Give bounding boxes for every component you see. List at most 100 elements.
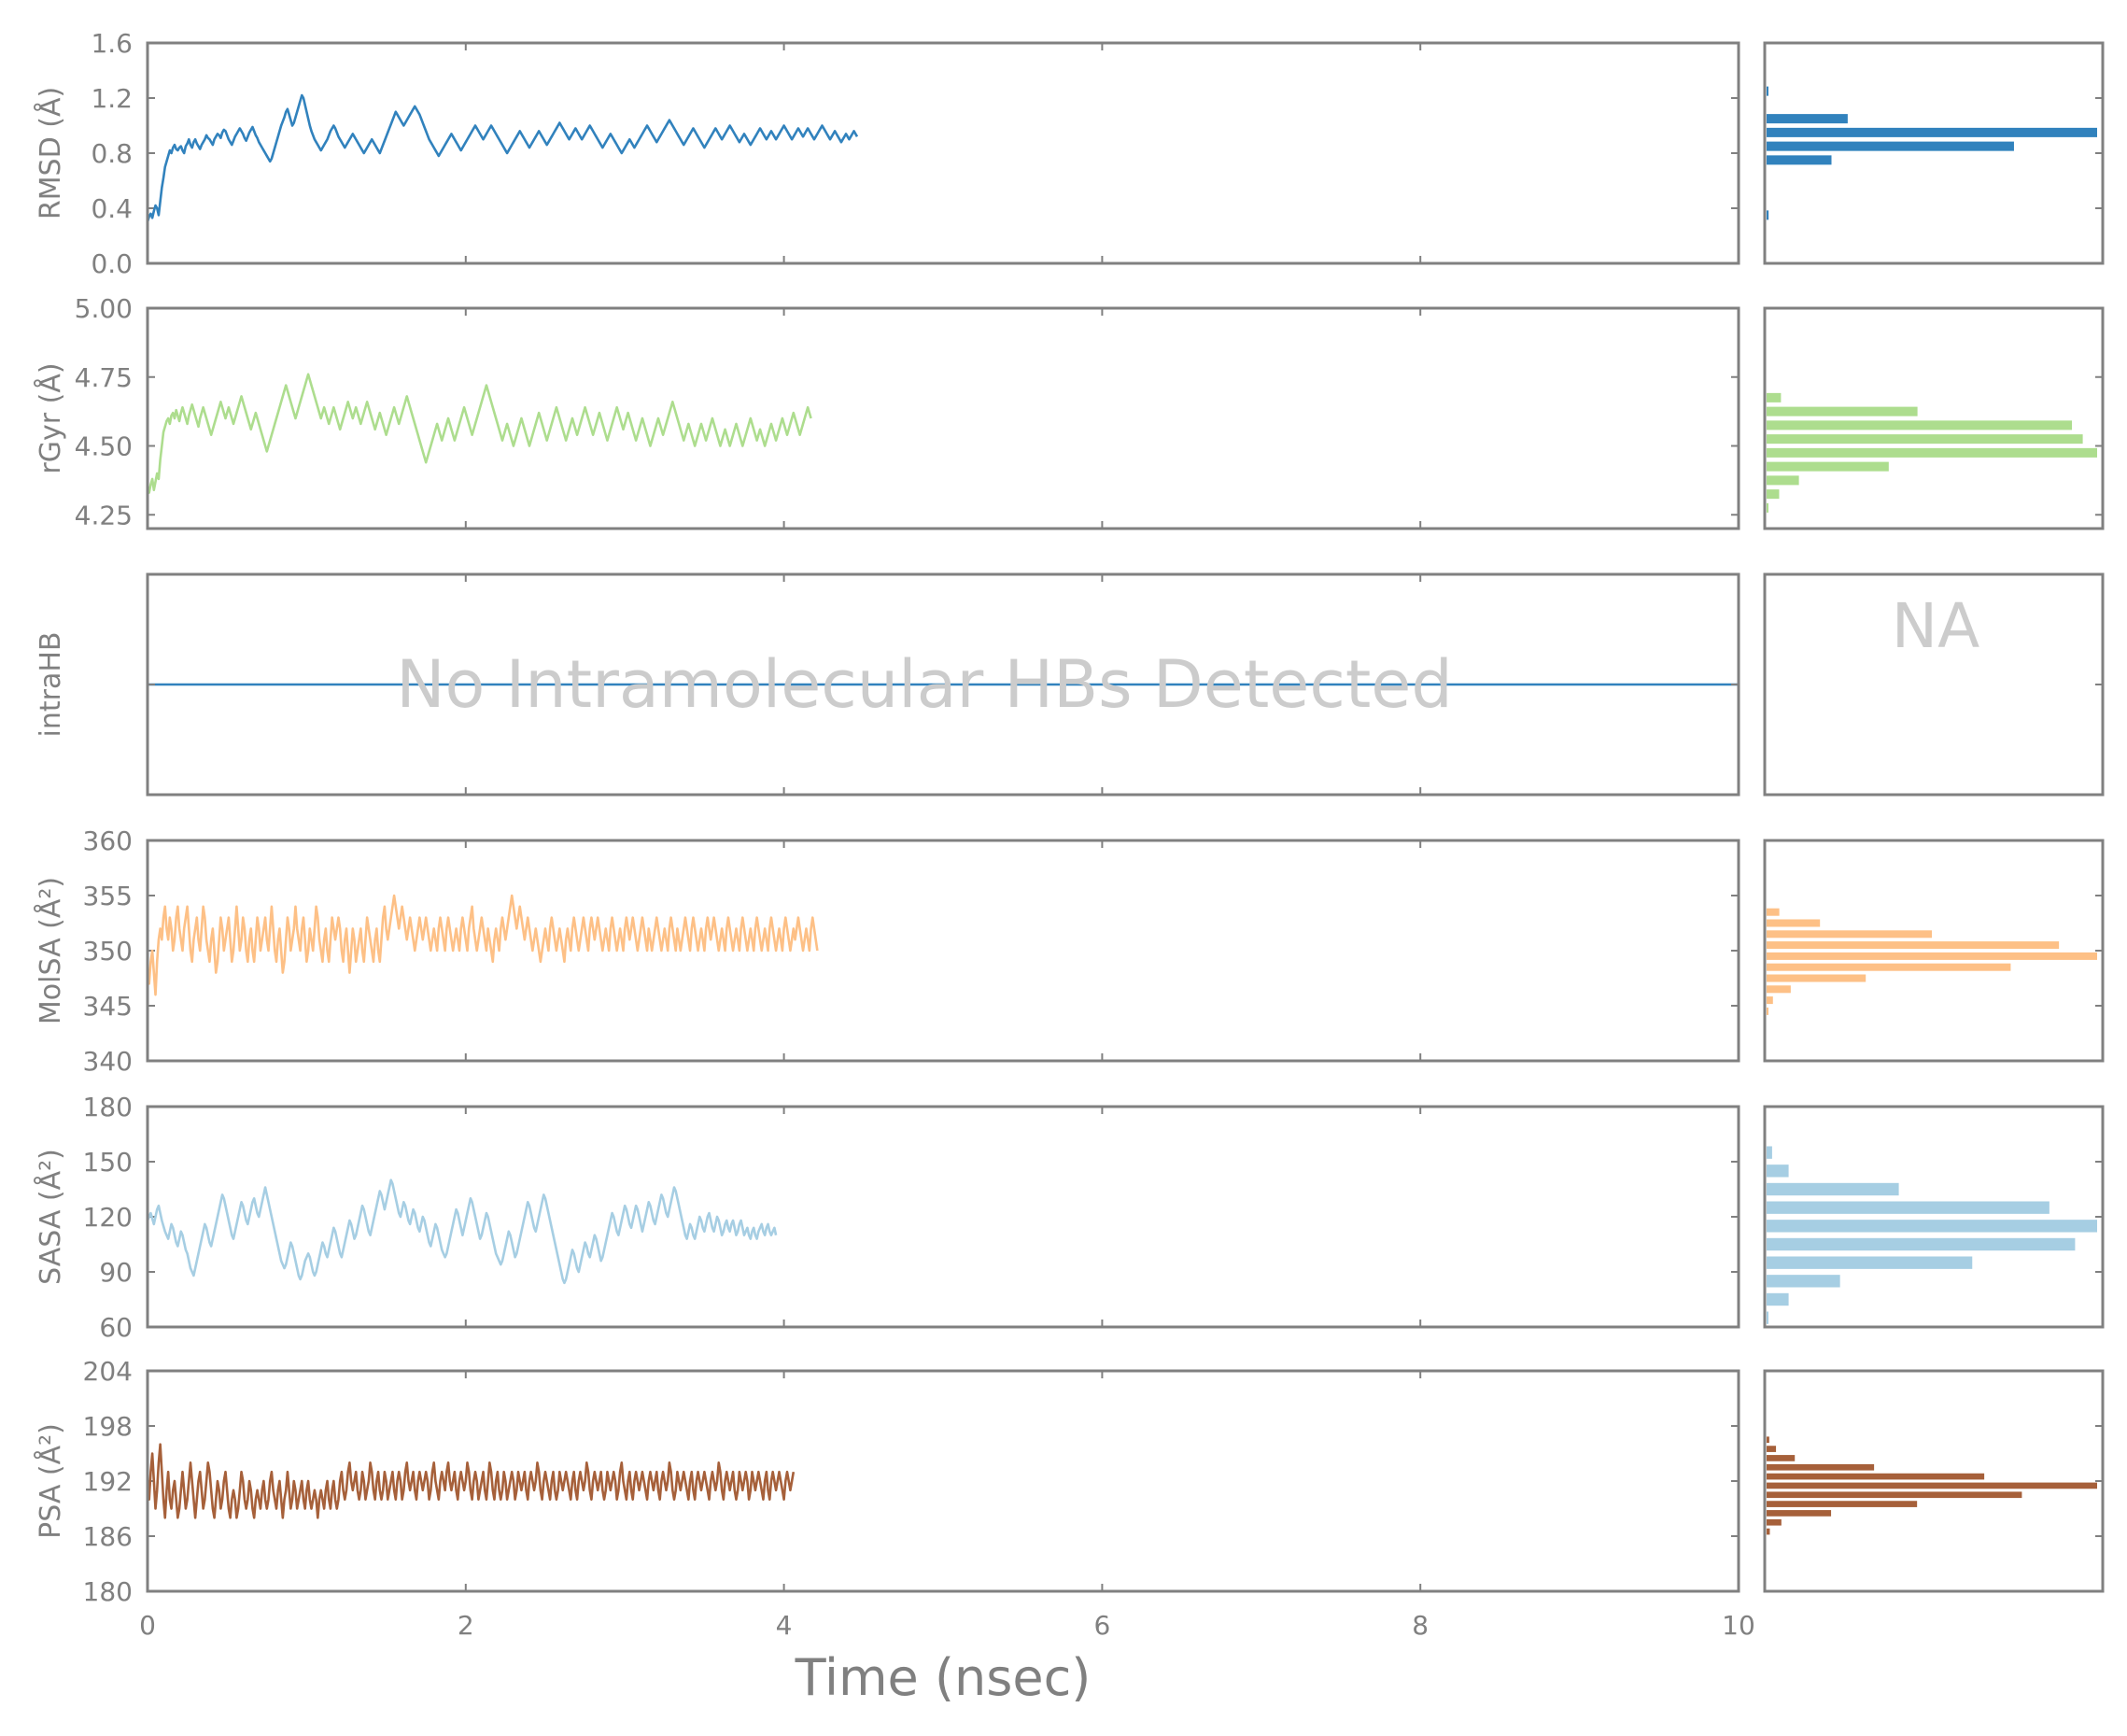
y-tick-label: 4.25: [75, 500, 133, 530]
plot-frame: [146, 1369, 1740, 1593]
y-tick-label: 4.75: [75, 362, 133, 393]
histogram-bar: [1767, 1007, 1768, 1015]
histogram-bar: [1767, 1275, 1840, 1288]
y-tick-label: 345: [83, 991, 133, 1022]
x-tick-label: 0: [139, 1610, 156, 1641]
histogram-bar: [1767, 1256, 1973, 1269]
plot-frame: [146, 306, 1740, 530]
y-tick-label: 204: [83, 1356, 133, 1387]
histogram-bar: [1767, 392, 1782, 402]
histogram-bar: [1767, 930, 1932, 939]
histogram-bar: [1767, 1482, 2097, 1489]
histogram-bar: [1767, 1436, 1769, 1444]
histogram-bar: [1767, 447, 2097, 458]
histogram-bar: [1767, 127, 2097, 137]
histogram-bar: [1767, 1292, 1789, 1306]
histogram-bar: [1767, 1146, 1772, 1159]
histogram-bar: [1767, 974, 1866, 982]
series-line: [146, 93, 859, 223]
histogram-frame: [1763, 839, 2105, 1063]
y-tick-label: 0.0: [91, 248, 133, 279]
x-tick-label: 10: [1722, 1610, 1755, 1641]
panel-0: 0.0 0.4 0.8 1.2 1.6 RMSD (Å): [34, 28, 2105, 279]
y-axis-label: MolSA (Å²): [34, 877, 67, 1024]
histogram-bar: [1767, 420, 2073, 430]
histogram-bar: [1767, 461, 1889, 472]
histogram-bar: [1767, 1473, 1985, 1480]
histogram-bar: [1767, 1220, 2097, 1233]
y-axis-label: rGyr (Å): [34, 362, 67, 473]
y-tick-label: 198: [83, 1411, 133, 1442]
histogram-bar: [1767, 1446, 1777, 1452]
histogram-bar: [1767, 1164, 1789, 1178]
y-tick-label: 4.50: [75, 431, 133, 462]
y-axis-label: RMSD (Å): [34, 87, 67, 219]
histogram-bar: [1767, 1237, 2076, 1251]
y-tick-label: 186: [83, 1521, 133, 1552]
x-tick-label: 6: [1093, 1610, 1110, 1641]
no-data-annotation: No Intramolecular HBs Detected: [396, 646, 1453, 723]
histogram-frame: [1763, 306, 2105, 530]
histogram-na-label: NA: [1892, 590, 1980, 662]
panel-5: 180 186 192 198 204 PSA (Å²): [34, 1356, 2105, 1607]
x-tick-label: 4: [776, 1610, 793, 1641]
plot-frame: [146, 572, 1740, 797]
histogram-bar: [1767, 210, 1769, 220]
histogram-bar: [1767, 908, 1780, 916]
y-tick-label: 180: [83, 1576, 133, 1607]
histogram-bar: [1767, 475, 1799, 486]
histogram-bar: [1767, 996, 1773, 1005]
y-tick-label: 60: [99, 1312, 133, 1343]
histogram-bar: [1767, 941, 2060, 950]
histogram-frame: [1763, 572, 2105, 797]
histogram-bar: [1767, 1463, 1875, 1471]
y-axis-label: intraHB: [35, 632, 67, 738]
histogram-frame: [1763, 41, 2105, 265]
histogram-frame: [1763, 1105, 2105, 1329]
histogram-bar: [1767, 1311, 1768, 1324]
y-tick-label: 5.00: [75, 293, 133, 324]
y-tick-label: 192: [83, 1466, 133, 1497]
histogram-bar: [1767, 502, 1768, 513]
panel-3: 340 345 350 355 360 MolSA (Å²): [34, 826, 2105, 1077]
x-axis-label: Time (nsec): [795, 1648, 1092, 1707]
y-tick-label: 120: [83, 1202, 133, 1233]
histogram-bar: [1767, 406, 1918, 416]
y-tick-label: 0.4: [91, 193, 133, 224]
panel-1: 4.25 4.50 4.75 5.00 rGyr (Å): [34, 293, 2105, 530]
y-tick-label: 350: [83, 936, 133, 967]
histogram-bar: [1767, 963, 2011, 971]
histogram-frame: [1763, 1369, 2105, 1593]
y-tick-label: 340: [83, 1046, 133, 1077]
panel-4: 60 90 120 150 180 SASA (Å²): [34, 1092, 2105, 1343]
histogram-bar: [1767, 1491, 2022, 1499]
histogram-bar: [1767, 1518, 1782, 1526]
y-axis-label: PSA (Å²): [34, 1423, 67, 1539]
plot-frame: [146, 1105, 1740, 1329]
plot-frame: [146, 41, 1740, 265]
histogram-bar: [1767, 434, 2083, 445]
histogram-bar: [1767, 114, 1848, 124]
x-tick-label: 8: [1412, 1610, 1429, 1641]
histogram-bar: [1767, 489, 1780, 500]
x-tick-label: 2: [458, 1610, 474, 1641]
y-axis-label: SASA (Å²): [34, 1149, 67, 1285]
y-tick-label: 355: [83, 881, 133, 911]
y-tick-label: 0.8: [91, 138, 133, 169]
y-tick-label: 90: [99, 1257, 133, 1288]
histogram-bar: [1767, 1182, 1899, 1196]
histogram-bar: [1767, 155, 1832, 165]
y-tick-label: 1.6: [91, 28, 133, 59]
panel-2: intraHB No Intramolecular HBs Detected NA: [35, 572, 2105, 797]
series-line: [146, 1179, 778, 1285]
histogram-bar: [1767, 1455, 1796, 1461]
y-tick-label: 150: [83, 1147, 133, 1178]
histogram-bar: [1767, 1501, 1918, 1507]
y-tick-label: 1.2: [91, 83, 133, 114]
histogram-bar: [1767, 1201, 2050, 1214]
plot-frame: [146, 839, 1740, 1063]
series-line: [146, 894, 819, 996]
histogram-bar: [1767, 141, 2014, 151]
histogram-bar: [1767, 1528, 1770, 1535]
